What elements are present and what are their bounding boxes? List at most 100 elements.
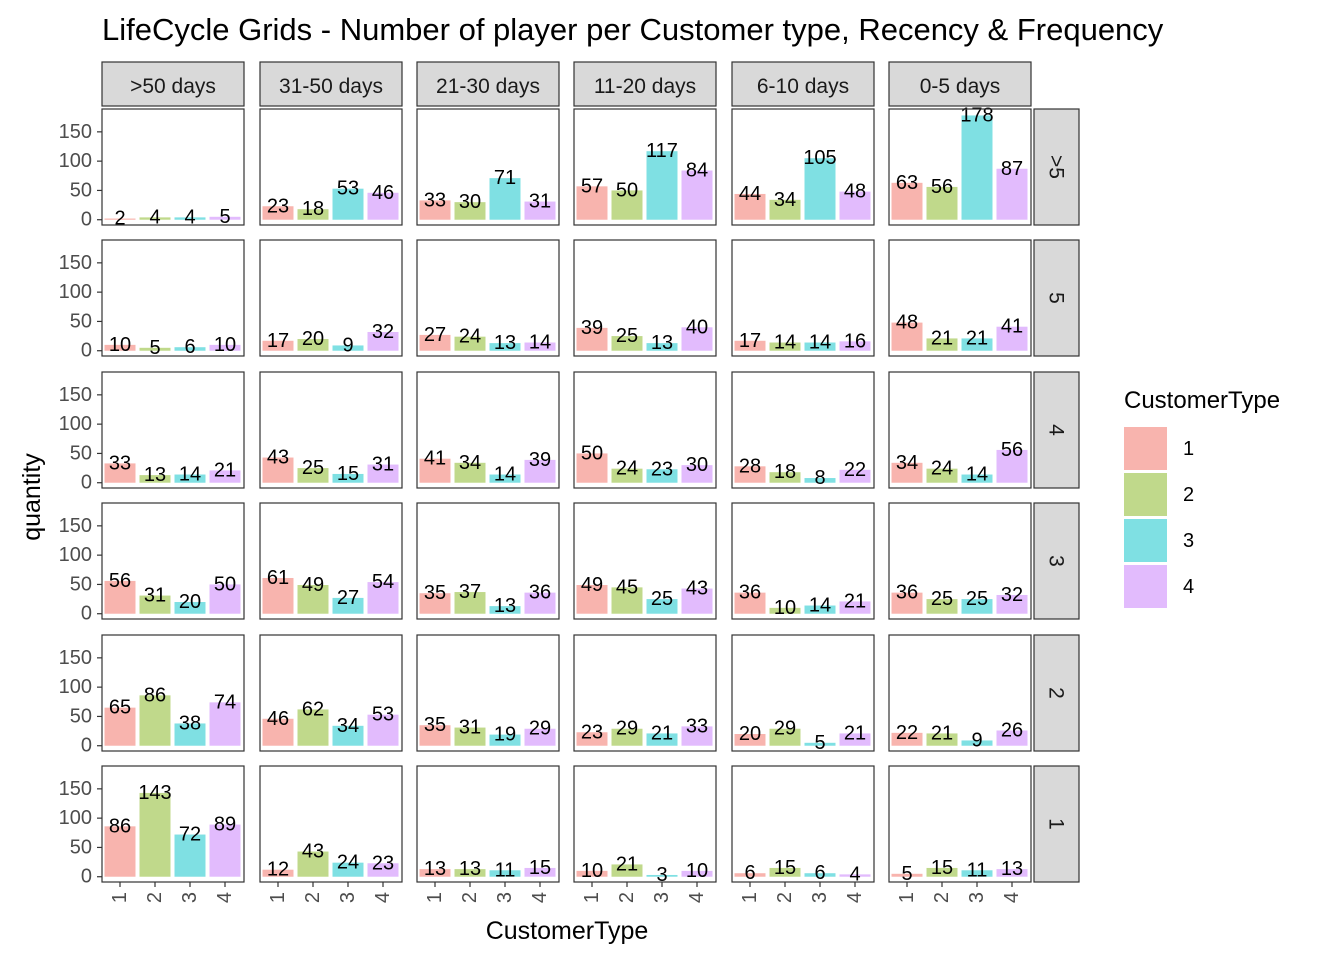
bar-value-label: 15 xyxy=(337,463,359,485)
bar-value-label: 40 xyxy=(686,316,708,338)
bar-value-label: 41 xyxy=(424,448,446,470)
bar-value-label: 18 xyxy=(774,461,796,483)
row-strip-label: 1 xyxy=(1045,818,1068,830)
legend-entry-1: 1 xyxy=(1124,427,1194,470)
bar-value-label: 10 xyxy=(774,597,796,619)
bar-value-label: 46 xyxy=(267,708,289,730)
bar-type-1 xyxy=(576,870,608,877)
bar-type-2 xyxy=(611,468,643,483)
bar-value-label: 13 xyxy=(459,858,481,880)
legend-entry-4: 4 xyxy=(1124,565,1194,608)
bar-value-label: 14 xyxy=(529,332,551,354)
bar-value-label: 36 xyxy=(739,582,761,604)
bar-type-1 xyxy=(891,182,923,220)
y-tick-label: 50 xyxy=(70,179,92,201)
bar-value-label: 37 xyxy=(459,581,481,603)
bar-type-2 xyxy=(454,727,486,746)
bar-value-label: 31 xyxy=(459,717,481,739)
y-tick-label: 100 xyxy=(59,281,92,303)
bar-value-label: 143 xyxy=(138,782,171,804)
bar-type-2 xyxy=(611,864,643,877)
bar-value-label: 13 xyxy=(424,858,446,880)
column-strip-label: 0-5 days xyxy=(920,75,1001,98)
chart-title: LifeCycle Grids - Number of player per C… xyxy=(102,12,1164,47)
x-tick-label: 4 xyxy=(844,892,866,903)
bar-value-label: 178 xyxy=(960,104,993,126)
bar-value-label: 35 xyxy=(424,582,446,604)
panel-2-21-30-days: 35 31 19 29 xyxy=(416,634,560,752)
bar-value-label: 61 xyxy=(267,567,289,589)
row-strip-5: 5 xyxy=(1033,239,1080,357)
column-strip-label: 21-30 days xyxy=(436,75,540,98)
bar-type-2 xyxy=(769,867,801,877)
bar-type-3 xyxy=(961,115,993,220)
bar-type-3 xyxy=(332,862,364,877)
panel-5-0-5-days: 48 21 21 41 xyxy=(888,239,1032,357)
panel-1-11-20-days: 10 21 3 10 xyxy=(573,765,717,886)
x-tick-label: 2 xyxy=(302,892,324,903)
bar-value-label: 23 xyxy=(581,721,603,743)
bar-value-label: 71 xyxy=(494,167,516,189)
bar-value-label: 24 xyxy=(931,458,953,480)
bar-value-label: 14 xyxy=(774,332,796,354)
bar-value-label: 56 xyxy=(931,176,953,198)
bar-type-2 xyxy=(454,202,486,220)
bar-type-3 xyxy=(174,602,206,614)
bar-value-label: 14 xyxy=(179,464,201,486)
panel-4-6-10-days: 28 18 8 22 xyxy=(731,371,875,489)
legend-label: 3 xyxy=(1183,530,1194,552)
bar-value-label: 24 xyxy=(337,852,359,874)
column-strip-31-50-days: 31-50 days xyxy=(259,61,403,107)
x-tick-label: 3 xyxy=(809,892,831,903)
bar-value-label: 49 xyxy=(581,574,603,596)
bar-type-1 xyxy=(576,186,608,220)
bar-type-2 xyxy=(454,336,486,351)
row-strip-4: 4 xyxy=(1033,371,1080,489)
bar-type-4 xyxy=(839,874,871,877)
bar-value-label: 29 xyxy=(774,718,796,740)
bar-type-1 xyxy=(891,462,923,483)
bar-type-1 xyxy=(104,463,136,483)
bar-value-label: 33 xyxy=(686,715,708,737)
row-strip-gt-5: >5 xyxy=(1033,108,1080,226)
bar-type-1 xyxy=(576,453,608,483)
bar-type-2 xyxy=(139,792,171,877)
bar-value-label: 16 xyxy=(844,330,866,352)
bar-type-3 xyxy=(174,347,206,351)
bar-type-1 xyxy=(419,200,451,220)
y-axes: 0 50 100 150 0 50 100 150 0 50 100 150 0 50 100 150 0 50 1… xyxy=(59,121,102,888)
bar-type-4 xyxy=(681,465,713,483)
panel-2-6-10-days: 20 29 5 21 xyxy=(731,634,875,754)
bar-type-4 xyxy=(367,192,399,220)
bar-value-label: 43 xyxy=(686,578,708,600)
bar-value-label: 89 xyxy=(214,814,236,836)
bar-type-4 xyxy=(839,341,871,351)
bar-type-3 xyxy=(804,342,836,351)
bar-value-label: 86 xyxy=(144,684,166,706)
bar-value-label: 36 xyxy=(529,582,551,604)
bar-value-label: 21 xyxy=(966,327,988,349)
bar-value-label: 53 xyxy=(337,178,359,200)
bar-value-label: 2 xyxy=(114,208,125,230)
bar-value-label: 5 xyxy=(149,337,160,359)
x-tick-label: 2 xyxy=(774,892,796,903)
x-axis-label: CustomerType xyxy=(486,917,649,945)
bar-type-2 xyxy=(454,869,486,877)
bar-value-label: 105 xyxy=(803,147,836,169)
bar-type-4 xyxy=(996,168,1028,220)
bar-value-label: 38 xyxy=(179,712,201,734)
bar-type-3 xyxy=(489,606,521,614)
bar-type-4 xyxy=(209,470,241,483)
y-tick-label: 0 xyxy=(81,209,92,231)
bar-type-4 xyxy=(209,344,241,351)
bar-type-4 xyxy=(209,824,241,877)
bar-value-label: 30 xyxy=(459,191,481,213)
bar-type-2 xyxy=(297,709,329,746)
bar-type-1 xyxy=(419,869,451,877)
bar-value-label: 27 xyxy=(424,324,446,346)
panel-5-21-30-days: 27 24 13 14 xyxy=(416,239,560,357)
y-tick-label: 150 xyxy=(59,252,92,274)
panel-gt-5-31-50-days: 23 18 53 46 xyxy=(259,108,403,226)
bar-value-label: 10 xyxy=(109,334,131,356)
bar-type-1 xyxy=(262,718,294,746)
